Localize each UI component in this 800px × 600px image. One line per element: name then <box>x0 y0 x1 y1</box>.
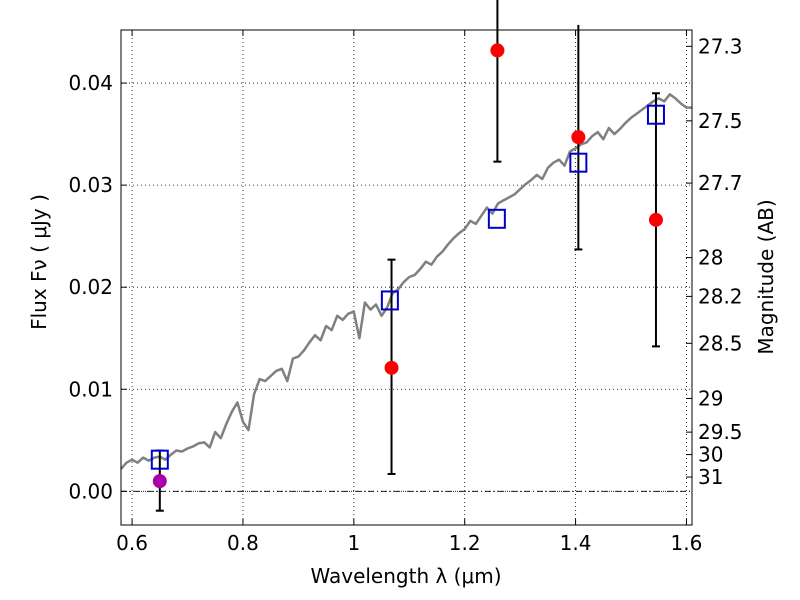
observed-flux-point <box>490 43 505 58</box>
observed-flux-point <box>384 360 399 375</box>
magnitude-axis-title: Magnitude (AB) <box>754 199 778 354</box>
magnitude-tick-label: 28.2 <box>698 284 743 308</box>
x-tick-label: 1.4 <box>560 531 592 555</box>
y-tick-label: 0.02 <box>68 275 113 299</box>
magnitude-tick-label: 27.5 <box>698 109 743 133</box>
x-tick-label: 1.6 <box>671 531 703 555</box>
magnitude-tick-label: 27.7 <box>698 171 743 195</box>
observed-flux-point <box>648 212 663 227</box>
x-axis-title: Wavelength λ (μm) <box>310 564 501 588</box>
x-tick-label: 1.2 <box>449 531 481 555</box>
x-tick-label: 0.8 <box>227 531 259 555</box>
y-tick-label: 0.01 <box>68 377 113 401</box>
y-axis-title: Flux Fν ( μJy ) <box>27 194 51 330</box>
x-tick-label: 1 <box>347 531 360 555</box>
series-group <box>120 0 692 512</box>
magnitude-tick-label: 29.5 <box>698 420 743 444</box>
y-axis-ticks: 0.00 0.01 0.02 0.03 0.04 <box>68 71 127 503</box>
model-photometry-square <box>487 208 506 229</box>
magnitude-tick-label: 31 <box>698 465 723 489</box>
grid-lines <box>121 30 692 525</box>
x-tick-label: 0.6 <box>116 531 148 555</box>
magnitude-tick-label: 28.5 <box>698 331 743 355</box>
model-photometry-square <box>569 152 588 173</box>
y-tick-label: 0.04 <box>68 71 113 95</box>
model-spectrum-line <box>120 93 692 470</box>
magnitude-tick-label: 27.3 <box>698 34 743 58</box>
magnitude-tick-label: 28 <box>698 246 723 270</box>
y-tick-label: 0.03 <box>68 173 113 197</box>
observed-flux-point <box>571 130 586 145</box>
x-axis-ticks: 0.6 0.8 1 1.2 1.4 1.6 <box>116 30 702 555</box>
magnitude-tick-label: 30 <box>698 443 723 467</box>
y-tick-label: 0.00 <box>68 479 113 503</box>
model-photometry-square <box>380 290 399 311</box>
magnitude-tick-label: 29 <box>698 386 723 410</box>
model-photometry-square <box>646 104 665 125</box>
plot-frame <box>120 29 693 526</box>
model-photometry-square <box>150 449 169 470</box>
observed-flux-point <box>152 474 167 489</box>
